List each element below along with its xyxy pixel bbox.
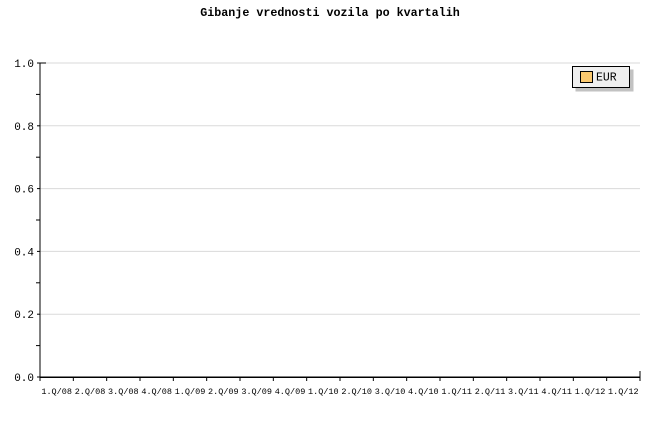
svg-text:1.Q/12: 1.Q/12 — [608, 387, 639, 397]
svg-text:1.Q/09: 1.Q/09 — [175, 387, 206, 397]
svg-text:2.Q/11: 2.Q/11 — [475, 387, 506, 397]
svg-text:2.Q/09: 2.Q/09 — [208, 387, 239, 397]
svg-text:0.8: 0.8 — [14, 122, 34, 134]
svg-text:0.2: 0.2 — [14, 310, 34, 322]
svg-text:1.Q/11: 1.Q/11 — [441, 387, 472, 397]
svg-text:3.Q/11: 3.Q/11 — [508, 387, 539, 397]
svg-text:3.Q/08: 3.Q/08 — [108, 387, 139, 397]
svg-text:0.6: 0.6 — [14, 185, 34, 197]
svg-text:4.Q/09: 4.Q/09 — [275, 387, 306, 397]
svg-text:3.Q/09: 3.Q/09 — [241, 387, 272, 397]
svg-text:3.Q/10: 3.Q/10 — [375, 387, 406, 397]
svg-text:4.Q/11: 4.Q/11 — [541, 387, 572, 397]
svg-text:0.0: 0.0 — [14, 373, 34, 385]
svg-text:0.4: 0.4 — [14, 247, 34, 259]
svg-text:1.Q/08: 1.Q/08 — [41, 387, 72, 397]
svg-text:1.Q/10: 1.Q/10 — [308, 387, 339, 397]
svg-text:EUR: EUR — [596, 72, 617, 85]
svg-text:1.Q/12: 1.Q/12 — [575, 387, 606, 397]
svg-text:1.0: 1.0 — [14, 59, 34, 71]
svg-text:4.Q/08: 4.Q/08 — [141, 387, 172, 397]
svg-text:4.Q/10: 4.Q/10 — [408, 387, 439, 397]
svg-text:2.Q/08: 2.Q/08 — [75, 387, 106, 397]
svg-text:2.Q/10: 2.Q/10 — [341, 387, 372, 397]
